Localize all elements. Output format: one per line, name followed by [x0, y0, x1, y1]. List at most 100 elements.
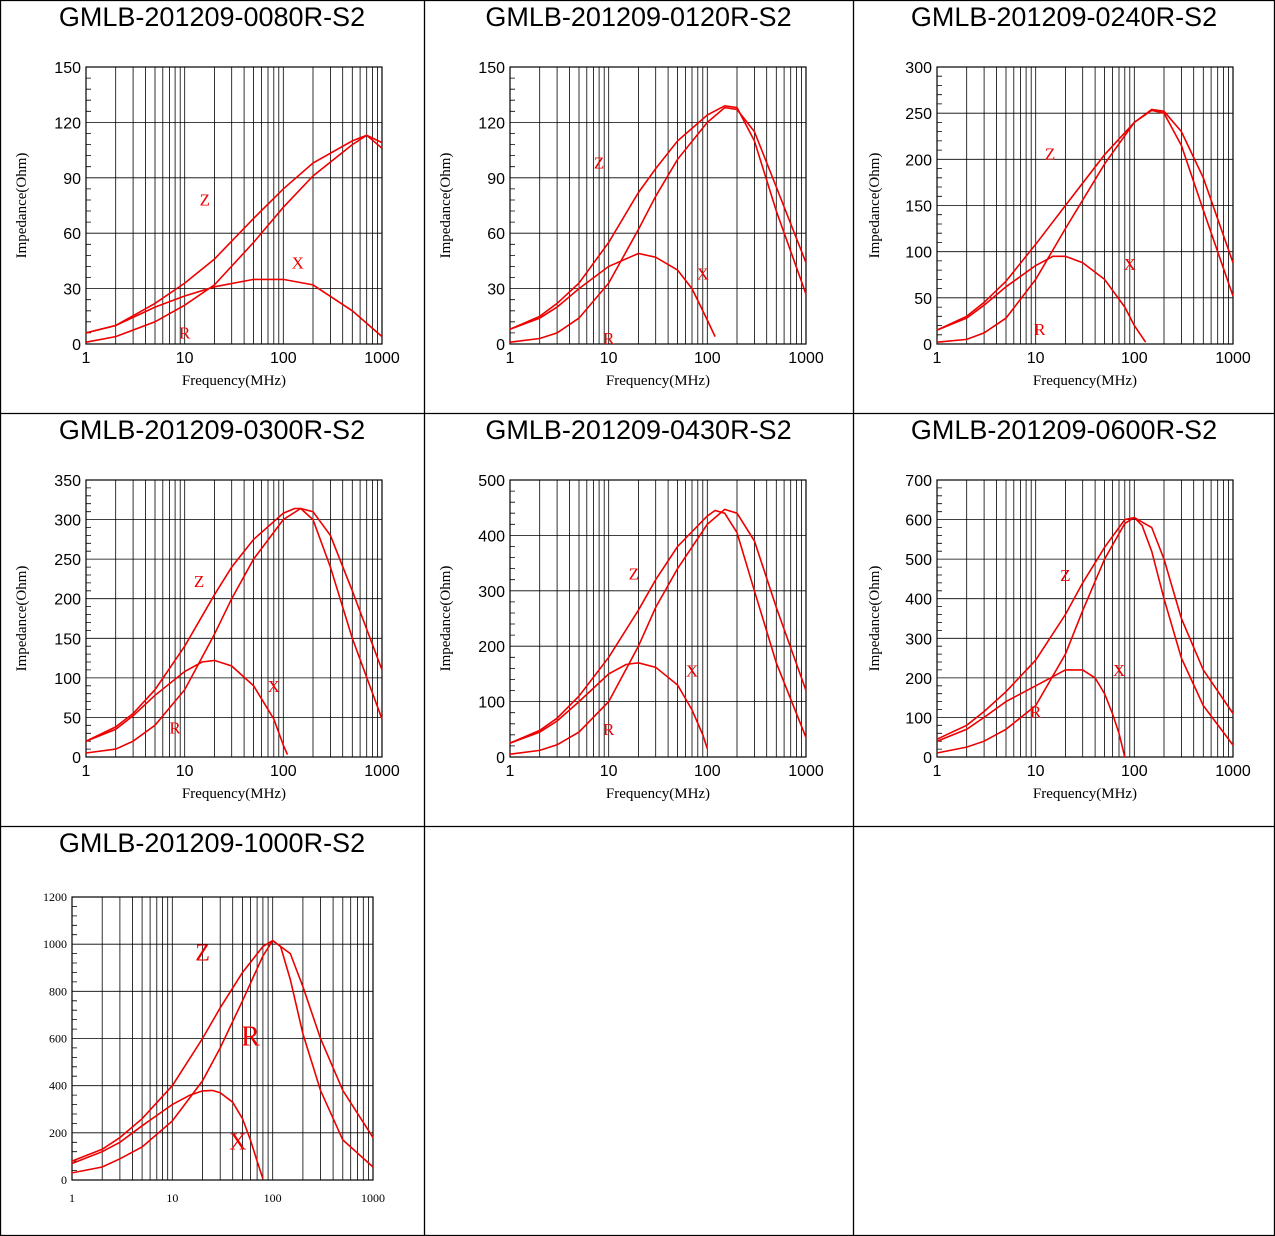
x-tick-label: 1000 [788, 350, 824, 367]
x-tick-label: 100 [1121, 763, 1148, 780]
x-tick-label: 100 [694, 350, 721, 367]
y-tick-label: 400 [905, 592, 932, 609]
series-line-x [85, 278, 383, 338]
series-line-x [85, 659, 289, 755]
y-axis-label: Impedance(Ohm) [438, 566, 454, 672]
horizontal-grid [86, 66, 382, 345]
y-tick-label: 600 [905, 513, 932, 530]
x-axis-label: Frequency(MHz) [606, 786, 710, 802]
series-line-x [509, 661, 709, 749]
y-tick-label: 700 [905, 473, 932, 490]
x-tick-label: 1000 [1215, 763, 1251, 780]
x-tick-label: 1 [506, 350, 515, 367]
y-tick-label: 200 [54, 592, 81, 609]
vertical-grid [85, 67, 383, 344]
series-line-z [509, 509, 807, 744]
x-axis-label: Frequency(MHz) [1033, 373, 1137, 389]
x-axis-label: Frequency(MHz) [1033, 786, 1137, 802]
y-tick-label: 150 [905, 199, 932, 216]
impedance-chart: 0 50 100 150 200 250 300 1 10 100 1000 Frequency(MH… [867, 60, 1251, 389]
x-tick-label: 10 [1027, 350, 1045, 367]
y-axis-label: Impedance(Ohm) [867, 566, 883, 672]
x-axis-label: Frequency(MHz) [182, 786, 286, 802]
curve-label-z: Z [200, 191, 210, 210]
y-tick-label: 150 [54, 631, 81, 648]
x-tick-label: 1 [69, 1191, 75, 1205]
y-tick-label: 100 [905, 245, 932, 262]
y-tick-label: 30 [63, 282, 81, 299]
chart-title: GMLB-201209-0430R-S2 [485, 415, 792, 445]
impedance-chart: 0 30 60 90 120 150 1 10 100 1000 Frequency(MHz) Imp… [14, 60, 400, 389]
x-tick-label: 1000 [361, 1191, 385, 1205]
y-tick-label: 400 [49, 1079, 67, 1093]
y-tick-label: 300 [478, 584, 505, 601]
x-tick-label: 1000 [364, 350, 400, 367]
y-tick-label: 1200 [43, 890, 67, 904]
y-tick-label: 0 [923, 750, 932, 767]
y-tick-label: 100 [54, 671, 81, 688]
curve-label-z: Z [629, 565, 639, 584]
x-tick-label: 100 [1121, 350, 1148, 367]
vertical-grid [509, 480, 807, 757]
y-tick-label: 600 [49, 1032, 67, 1046]
y-tick-label: 90 [487, 171, 505, 188]
curve-label-x: X [697, 264, 709, 283]
curve-label-r: R [241, 1022, 260, 1053]
horizontal-grid [937, 479, 1233, 758]
y-tick-label: 300 [905, 60, 932, 77]
plot-frame [85, 66, 383, 345]
y-tick-label: 30 [487, 282, 505, 299]
y-tick-label: 0 [496, 337, 505, 354]
y-tick-label: 350 [54, 473, 81, 490]
impedance-chart: 0 200 400 600 800 1000 1200 1 10 100 1000 Z R X [43, 890, 385, 1205]
x-tick-label: 10 [176, 763, 194, 780]
series-line-r [85, 507, 383, 754]
y-tick-label: 60 [487, 226, 505, 243]
curve-label-z: Z [1060, 566, 1070, 585]
y-tick-label: 0 [496, 750, 505, 767]
y-tick-label: 250 [905, 106, 932, 123]
curve-label-r: R [169, 718, 181, 737]
x-tick-label: 1000 [364, 763, 400, 780]
series-line-r [509, 508, 807, 755]
minor-ticks [510, 77, 515, 334]
y-tick-label: 150 [54, 60, 81, 77]
curve-label-x: X [268, 677, 280, 696]
y-tick-label: 300 [905, 631, 932, 648]
x-tick-label: 10 [1027, 763, 1045, 780]
series-line-z [71, 939, 374, 1168]
curve-label-r: R [1034, 320, 1046, 339]
y-tick-label: 300 [54, 513, 81, 530]
y-tick-label: 250 [54, 552, 81, 569]
plot-frame [936, 479, 1234, 758]
y-tick-label: 0 [72, 337, 81, 354]
chart-cell: GMLB-201209-1000R-S2 0 200 400 600 800 1000 120… [0, 826, 424, 1236]
chart-title: GMLB-201209-0080R-S2 [58, 2, 366, 32]
horizontal-grid [937, 66, 1233, 345]
y-tick-label: 100 [905, 710, 932, 727]
y-tick-label: 200 [905, 671, 932, 688]
chart-cell: GMLB-201209-0240R-S2 0 50 100 150 200 250 300 1 1… [853, 0, 1275, 413]
y-tick-label: 120 [478, 115, 505, 132]
y-tick-label: 200 [49, 1126, 67, 1140]
curve-label-r: R [603, 329, 615, 348]
series-line-x [509, 252, 716, 337]
y-tick-label: 90 [63, 171, 81, 188]
y-tick-label: 150 [478, 60, 505, 77]
x-tick-label: 10 [166, 1191, 178, 1205]
chart-title: GMLB-201209-0600R-S2 [910, 415, 1218, 445]
curve-label-x: X [686, 662, 698, 681]
x-tick-label: 10 [600, 763, 618, 780]
chart-title: GMLB-201209-1000R-S2 [58, 828, 366, 858]
x-tick-label: 10 [176, 350, 194, 367]
chart-cell: GMLB-201209-0080R-S2 0 30 60 90 120 150 1 10 100 1… [0, 0, 424, 413]
minor-ticks [510, 490, 515, 747]
vertical-grid [509, 67, 807, 344]
x-tick-label: 1 [506, 763, 515, 780]
curve-label-z: Z [195, 941, 210, 967]
vertical-grid [936, 480, 1234, 757]
series-line-r [936, 108, 1234, 343]
chart-cell: GMLB-201209-0430R-S2 0 100 200 300 400 500 1 10 1… [424, 413, 853, 826]
y-axis-label: Impedance(Ohm) [867, 153, 883, 259]
